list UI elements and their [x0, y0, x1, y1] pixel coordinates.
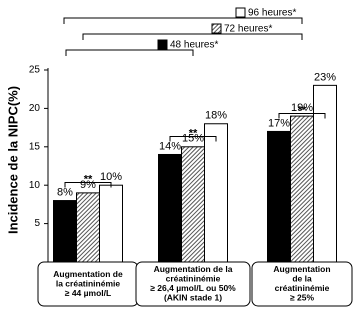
y-tick-label: 15 — [29, 141, 41, 152]
bar — [53, 200, 77, 263]
value-label: 8% — [57, 186, 73, 198]
value-label: 14% — [159, 140, 181, 152]
bar — [99, 184, 123, 263]
x-tick-label: créatininémie — [275, 283, 330, 293]
bar — [204, 123, 228, 263]
x-tick-label: (AKIN stade 1) — [164, 293, 222, 303]
significance-label: ** — [189, 127, 198, 139]
value-label: 23% — [314, 71, 336, 83]
value-label: 15% — [182, 133, 204, 145]
x-tick-label: ≥ 26,4 µmol/L ou 50% — [150, 283, 236, 293]
category-box — [135, 261, 251, 307]
legend-bracket — [65, 49, 194, 56]
value-label: 10% — [100, 171, 122, 183]
significance-bracket — [64, 182, 112, 188]
bar — [290, 115, 314, 263]
value-label: 9% — [80, 179, 96, 191]
value-label: 19% — [291, 102, 313, 114]
x-tick-label: ≥ 44 µmol/L — [65, 288, 111, 298]
category-box — [251, 261, 353, 307]
y-tick-label: 25 — [29, 65, 41, 76]
legend-swatch — [235, 7, 246, 18]
bar — [76, 192, 100, 263]
significance-bracket — [278, 112, 326, 119]
value-label: 18% — [205, 110, 227, 122]
y-axis-title: Incidence de la NIPC(%) — [5, 86, 20, 234]
significance-bracket — [169, 135, 217, 142]
bar — [158, 153, 182, 263]
legend-swatch — [157, 39, 168, 50]
legend-label: 96 heures* — [248, 8, 296, 19]
significance-label: ** — [84, 173, 93, 185]
y-tick-label: 10 — [29, 180, 41, 191]
legend-bracket — [63, 17, 303, 24]
significance-label: ** — [298, 104, 307, 116]
legend-swatch — [211, 23, 222, 34]
x-tick-label: Augmentation de la — [154, 264, 233, 274]
x-tick-label: la créatininémie — [56, 278, 121, 288]
value-label: 17% — [268, 117, 290, 129]
legend-label: 72 heures* — [224, 24, 272, 35]
legend-label: 48 heures* — [170, 40, 218, 51]
bar — [267, 130, 291, 263]
bar — [313, 84, 337, 263]
y-tick-label: 20 — [29, 103, 41, 114]
x-tick-label: ≥ 25% — [290, 293, 314, 303]
bar — [181, 146, 205, 263]
legend-bracket — [82, 33, 303, 40]
x-tick-label: créatininémie — [166, 274, 221, 284]
x-tick-label: Augmentation de — [53, 269, 123, 279]
x-tick-label: de la — [292, 274, 312, 284]
x-tick-label: Augmentation — [273, 264, 330, 274]
y-tick-label: 5 — [34, 218, 40, 229]
